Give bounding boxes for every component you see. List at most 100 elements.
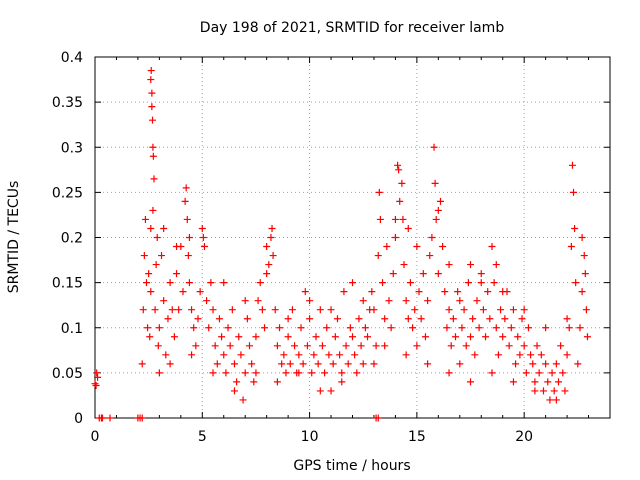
data-point [338,369,346,377]
data-point [375,188,383,196]
data-point [299,360,307,368]
data-point [340,288,348,296]
data-point [494,351,502,359]
data-point [327,306,335,314]
data-point [306,297,314,305]
data-point [404,315,412,323]
data-point [447,342,455,350]
data-point [572,279,580,287]
data-point [473,297,481,305]
data-points [91,67,591,422]
data-point [497,306,505,314]
data-point [364,333,372,341]
data-point [387,324,395,332]
data-point [106,414,114,422]
data-point [226,342,234,350]
data-point [288,306,296,314]
data-point [164,315,172,323]
data-point [402,351,410,359]
data-point [424,297,432,305]
data-point [552,360,560,368]
data-point [582,306,590,314]
data-point [411,306,419,314]
data-point [404,224,412,232]
data-point [146,333,154,341]
data-point [419,270,427,278]
data-point [160,224,168,232]
data-point [529,360,537,368]
data-point [200,243,208,251]
data-point [439,243,447,251]
data-point [213,360,221,368]
data-point [555,378,562,386]
data-point [368,288,376,296]
x-tick-label: 10 [301,429,319,445]
data-point [254,297,262,305]
data-point [370,360,378,368]
data-point [374,414,382,422]
data-point [286,360,294,368]
data-point [155,324,163,332]
data-point [505,342,513,350]
y-tick-label: 0.3 [61,140,83,156]
data-point [400,261,408,269]
data-point [269,252,277,260]
data-point [308,369,316,377]
data-point [394,161,402,169]
data-point [246,342,253,350]
data-point [432,215,440,223]
data-point [188,351,196,359]
data-point [571,224,579,232]
data-point [209,306,217,314]
data-point [273,378,281,386]
data-point [580,252,588,260]
y-tick-label: 0.4 [61,50,83,66]
data-point [372,342,380,350]
data-point [370,306,378,314]
data-point [445,306,453,314]
data-point [542,360,550,368]
data-point [531,387,539,395]
data-point [559,369,567,377]
data-point [467,378,475,386]
data-point [151,306,159,314]
data-point [376,215,384,223]
data-point [173,243,181,251]
data-point [233,378,241,386]
data-point [578,234,586,241]
data-point [524,324,532,332]
data-point [138,360,146,368]
y-axis-label: SRMTID / TECUs [6,181,22,294]
data-point [389,270,397,278]
data-point [379,279,387,287]
data-point [477,270,485,278]
data-point [391,234,399,241]
data-point [342,342,350,350]
data-point [185,279,193,287]
data-point [539,387,547,395]
data-point [537,351,545,359]
data-point [252,333,260,341]
data-point [441,288,449,296]
data-point [140,252,148,260]
data-point [181,197,189,205]
data-point [421,333,429,341]
data-point [265,261,273,269]
data-point [139,306,147,314]
data-point [413,342,421,350]
data-point [318,342,326,350]
x-tick-label: 20 [515,429,533,445]
data-point [147,67,155,75]
data-point [520,342,528,350]
data-point [215,315,223,323]
data-point [552,396,560,404]
data-point [325,351,333,359]
data-point [467,333,475,341]
data-point [284,315,292,323]
data-point [479,306,487,314]
data-point [190,324,198,332]
y-tick-label: 0.05 [52,366,83,382]
data-point [205,324,213,332]
data-point [327,387,335,395]
